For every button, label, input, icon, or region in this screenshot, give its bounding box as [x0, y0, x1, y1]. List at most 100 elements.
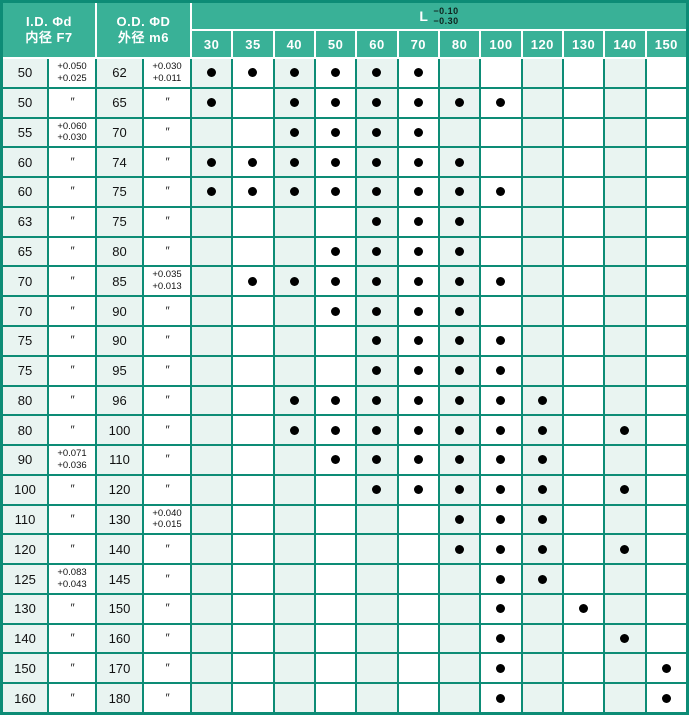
length-cell-30 [192, 118, 232, 147]
length-cell-100 [481, 505, 521, 534]
od-cell: 74 [97, 148, 142, 177]
availability-dot [372, 217, 382, 227]
id-cell: 150 [3, 654, 47, 683]
availability-dot [537, 544, 547, 554]
length-cell-30 [192, 446, 232, 474]
length-cell-80 [439, 118, 480, 147]
id-tolerance-cell: +0.083 +0.043 [49, 565, 95, 593]
length-cell-70 [398, 297, 438, 325]
availability-dot [496, 425, 506, 435]
length-cell-35 [233, 88, 273, 117]
length-cell-100 [481, 237, 521, 266]
availability-dot [413, 217, 423, 227]
length-cell-130 [563, 535, 604, 564]
length-cell-60 [357, 297, 397, 325]
length-header-80: 80 [439, 31, 480, 57]
length-cell-150 [646, 59, 686, 87]
length-cell-35 [233, 594, 273, 623]
length-cell-130 [563, 356, 604, 385]
length-cell-50 [315, 267, 356, 296]
length-tolerance-lower: −0.30 [433, 16, 459, 26]
availability-dot [331, 157, 341, 167]
tolerance-line: +0.011 [152, 72, 182, 84]
length-tolerance-upper: −0.10 [433, 5, 459, 16]
od-cell: 80 [97, 237, 142, 266]
length-cell-100 [481, 475, 521, 504]
length-cell-150 [646, 297, 686, 325]
availability-dot [496, 544, 506, 554]
length-cell-140 [605, 326, 645, 355]
length-cell-70 [398, 118, 438, 147]
length-cell-60 [357, 505, 397, 534]
length-cell-60 [357, 594, 397, 623]
length-cell-100 [481, 297, 521, 325]
length-cell-120 [522, 207, 562, 236]
id-cell: 75 [3, 356, 47, 385]
id-tolerance-cell: ″ [49, 178, 95, 206]
length-cell-40 [274, 178, 314, 206]
length-cell-70 [398, 654, 438, 683]
length-cell-60 [357, 624, 397, 653]
length-cell-80 [439, 684, 480, 712]
length-cell-100 [481, 684, 521, 712]
length-cell-120 [522, 178, 562, 206]
availability-dot [455, 514, 465, 524]
ditto-mark: ″ [164, 392, 170, 407]
length-cell-50 [315, 356, 356, 385]
length-cell-60 [357, 148, 397, 177]
length-cell-40 [274, 356, 314, 385]
ditto-mark: ″ [69, 631, 75, 646]
tolerance-line: +0.035 [152, 269, 182, 281]
length-cell-80 [439, 416, 480, 445]
availability-dot [372, 306, 382, 316]
id-cell: 60 [3, 178, 47, 206]
length-cell-130 [563, 118, 604, 147]
od-tolerance-cell: ″ [144, 594, 190, 623]
length-cell-130 [563, 446, 604, 474]
od-cell: 95 [97, 356, 142, 385]
availability-dot [455, 276, 465, 286]
id-cell: 63 [3, 207, 47, 236]
length-cell-80 [439, 59, 480, 87]
length-cell-140 [605, 565, 645, 593]
availability-dot [331, 98, 341, 108]
length-cell-120 [522, 88, 562, 117]
length-cell-150 [646, 416, 686, 445]
length-cell-150 [646, 207, 686, 236]
ditto-mark: ″ [164, 660, 170, 675]
od-tolerance-cell: +0.030 +0.011 [144, 59, 190, 87]
length-cell-50 [315, 207, 356, 236]
length-cell-120 [522, 267, 562, 296]
od-tolerance-cell: ″ [144, 446, 190, 474]
length-cell-40 [274, 654, 314, 683]
length-cell-35 [233, 386, 273, 415]
length-cell-80 [439, 207, 480, 236]
od-cell: 62 [97, 59, 142, 87]
length-cell-120 [522, 684, 562, 712]
length-cell-40 [274, 475, 314, 504]
length-cell-70 [398, 446, 438, 474]
length-cell-35 [233, 178, 273, 206]
length-cell-30 [192, 416, 232, 445]
length-cell-70 [398, 624, 438, 653]
ditto-mark: ″ [69, 363, 75, 378]
availability-dot [331, 425, 341, 435]
availability-dot [661, 693, 671, 703]
od-header-line1: O.D. ΦD [116, 13, 171, 29]
length-cell-40 [274, 446, 314, 474]
length-cell-140 [605, 624, 645, 653]
length-cell-150 [646, 565, 686, 593]
length-cell-30 [192, 475, 232, 504]
availability-dot [248, 157, 258, 167]
availability-dot [372, 247, 382, 257]
length-cell-35 [233, 118, 273, 147]
length-cell-60 [357, 118, 397, 147]
availability-dot [413, 98, 423, 108]
length-cell-40 [274, 267, 314, 296]
length-cell-35 [233, 505, 273, 534]
length-header-60: 60 [357, 31, 397, 57]
length-cell-40 [274, 505, 314, 534]
od-cell: 160 [97, 624, 142, 653]
length-cell-150 [646, 148, 686, 177]
od-cell: 75 [97, 178, 142, 206]
